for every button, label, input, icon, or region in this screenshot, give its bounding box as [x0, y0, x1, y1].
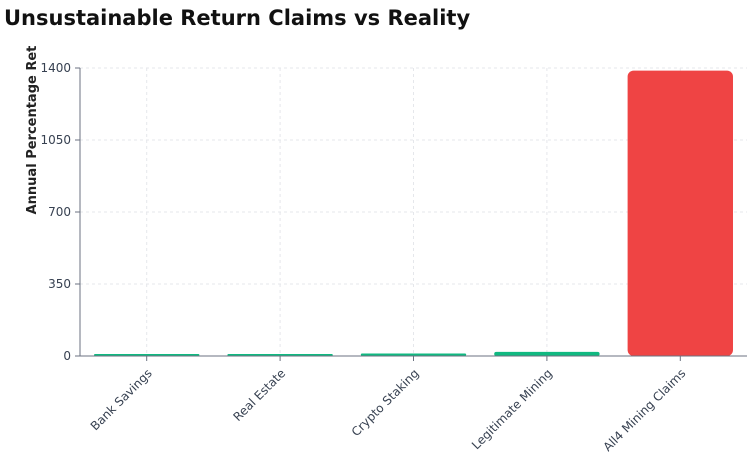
chart-title: Unsustainable Return Claims vs Reality [4, 6, 471, 30]
y-tick-labels: 0 350 700 1050 1400 [40, 61, 71, 363]
y-tick-label: 1050 [40, 133, 71, 147]
x-tick-label: Real Estate [230, 366, 288, 424]
bar-legitimate-mining [494, 351, 600, 356]
y-tick-label: 0 [63, 349, 71, 363]
x-tick-label: Bank Savings [88, 366, 155, 433]
y-tick-label: 1400 [40, 61, 71, 75]
x-tick-label: Crypto Staking [349, 366, 422, 439]
x-tick-label: Legitimate Mining [469, 366, 555, 452]
y-tick-label: 700 [48, 205, 71, 219]
x-tick-labels: Bank Savings Real Estate Crypto Staking Leg… [88, 366, 689, 454]
y-tick-label: 350 [48, 277, 71, 291]
bar-all4-mining-claims [627, 70, 733, 356]
y-axis-label: Annual Percentage Ret [25, 46, 40, 215]
grid-lines [80, 67, 747, 356]
x-tick-label: All4 Mining Claims [600, 366, 688, 454]
axes [75, 67, 747, 361]
bar-crypto-staking [360, 353, 467, 356]
